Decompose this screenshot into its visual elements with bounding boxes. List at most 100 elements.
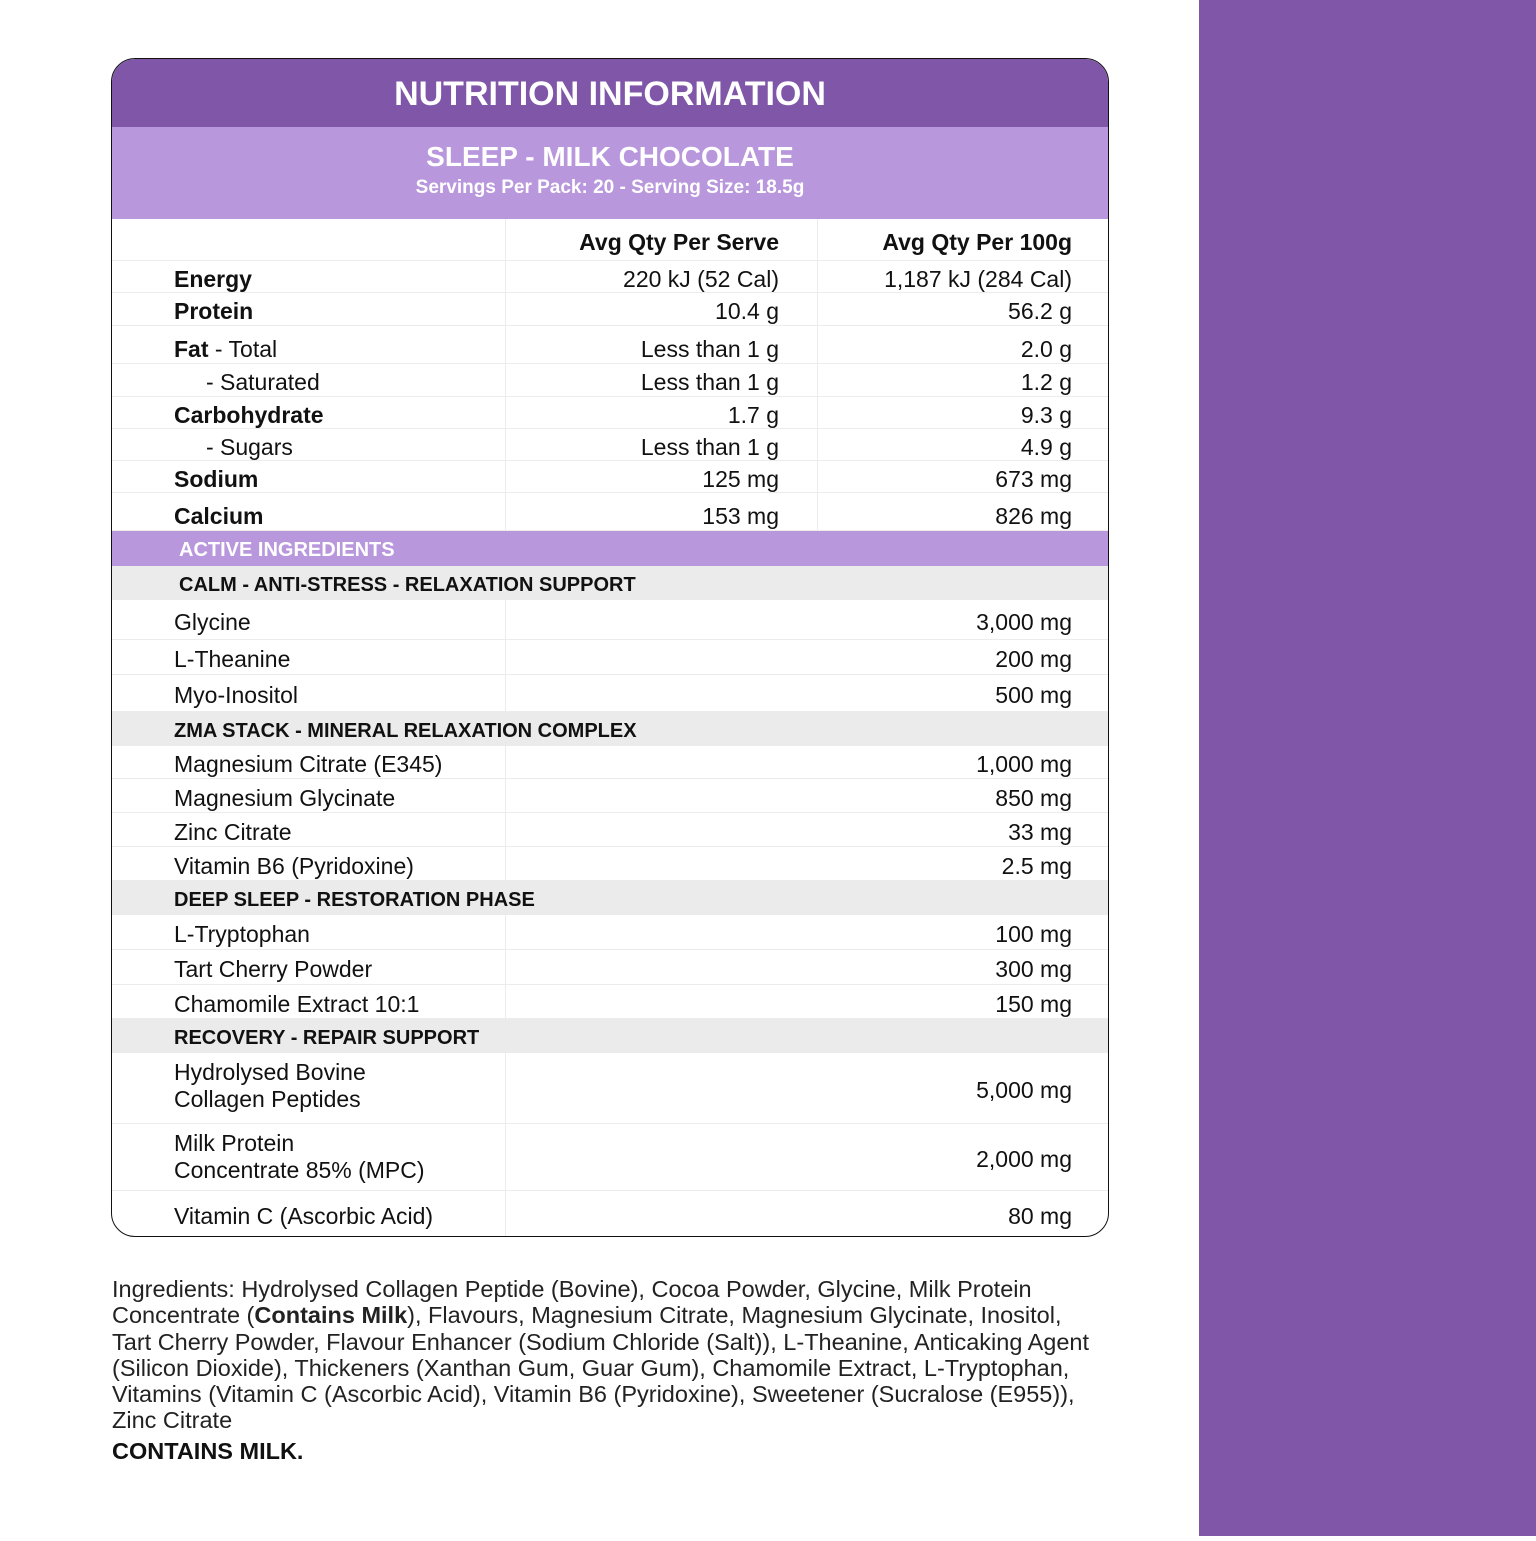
ingredient-row: Hydrolysed Bovine Collagen Peptides 5,000… (112, 1053, 1108, 1124)
ingredients-suffix: ), Flavours, Magnesium Citrate, Magnesiu… (112, 1302, 1090, 1434)
product-name: SLEEP - MILK CHOCOLATE (426, 141, 794, 172)
ingredient-row: L-Theanine 200 mg (112, 640, 1108, 675)
nutrient-name-bold: Carbohydrate (174, 402, 324, 428)
nutrient-row: Calcium 153 mg 826 mg (112, 493, 1108, 531)
nutrient-name-detail: - Sugars (174, 434, 293, 460)
nutrient-row: - Sugars Less than 1 g 4.9 g (112, 429, 1108, 461)
per-100g-value: 1,187 kJ (284 Cal) (884, 266, 1072, 292)
per-100g-value: 9.3 g (1020, 402, 1072, 428)
ingredient-quantity: 3,000 mg (976, 609, 1072, 635)
ingredient-name: Glycine (174, 609, 251, 635)
ingredients-allergen: Contains Milk (254, 1302, 408, 1329)
nutrient-row: Energy 220 kJ (52 Cal) 1,187 kJ (284 Cal) (112, 261, 1108, 293)
column-divider (817, 219, 818, 531)
nutrient-row: - Saturated Less than 1 g 1.2 g (112, 364, 1108, 397)
ingredient-row: Magnesium Glycinate 850 mg (112, 779, 1108, 813)
ingredient-name: Hydrolysed Bovine Collagen Peptides (174, 1059, 366, 1112)
ingredient-quantity: 850 mg (995, 785, 1072, 811)
column-divider (505, 746, 506, 881)
per-100g-value: 826 mg (995, 503, 1072, 529)
nutrient-name-bold: Fat (174, 336, 209, 362)
ingredient-quantity: 500 mg (995, 682, 1072, 708)
nutrient-row: Carbohydrate 1.7 g 9.3 g (112, 397, 1108, 429)
nutrient-name-bold: Protein (174, 298, 254, 324)
column-header-row: Avg Qty Per Serve Avg Qty Per 100g (112, 219, 1108, 261)
per-serve-value: Less than 1 g (640, 336, 779, 362)
nutrient-name-detail: - Saturated (174, 369, 320, 395)
per-serve-value: 1.7 g (727, 402, 779, 428)
per-100g-value: 56.2 g (1008, 298, 1072, 324)
ingredient-quantity: 80 mg (1008, 1203, 1072, 1229)
ingredient-name: L-Theanine (174, 646, 291, 672)
nutrient-name: - Saturated (174, 364, 320, 401)
nutrient-name: Protein (174, 293, 253, 330)
nutrient-name-bold: Calcium (174, 503, 264, 529)
nutrition-panel: NUTRITION INFORMATION SLEEP - MILK CHOCO… (111, 58, 1109, 1237)
nutrient-name: Carbohydrate (174, 397, 324, 433)
column-divider (505, 1053, 506, 1236)
per-100g-value: 673 mg (995, 466, 1072, 492)
ingredient-name: Milk Protein Concentrate 85% (MPC) (174, 1130, 425, 1183)
ingredient-name: Zinc Citrate (174, 819, 292, 845)
ingredient-quantity: 33 mg (1008, 819, 1072, 845)
allergen-statement: CONTAINS MILK. (112, 1438, 304, 1464)
section-header: ZMA STACK - MINERAL RELAXATION COMPLEX (112, 712, 1108, 746)
column-per-serve: Avg Qty Per Serve (579, 229, 779, 255)
ingredient-name: L-Tryptophan (174, 921, 310, 947)
side-flavour-text: MILK CHOCOLATE (0, 0, 988, 43)
ingredient-row: Tart Cherry Powder 300 mg (112, 950, 1108, 985)
nutrient-name: Energy (174, 261, 252, 297)
ingredient-quantity: 1,000 mg (976, 751, 1072, 777)
nutrient-name: Calcium (174, 493, 263, 539)
ingredient-name: Tart Cherry Powder (174, 956, 373, 982)
ingredient-name: Chamomile Extract 10:1 (174, 991, 420, 1017)
nutrient-row: Fat - Total Less than 1 g 2.0 g (112, 326, 1108, 364)
per-100g-value: 2.0 g (1020, 336, 1072, 362)
nutrient-row: Protein 10.4 g 56.2 g (112, 293, 1108, 326)
ingredient-quantity: 300 mg (995, 956, 1072, 982)
panel-title: NUTRITION INFORMATION (112, 59, 1108, 127)
ingredient-row: L-Tryptophan 100 mg (112, 915, 1108, 950)
ingredient-name: Magnesium Citrate (E345) (174, 751, 443, 777)
nutrient-name-bold: Energy (174, 266, 252, 292)
column-divider (505, 219, 506, 531)
section-header: CALM - ANTI-STRESS - RELAXATION SUPPORT (112, 566, 1108, 600)
per-100g-value: 4.9 g (1020, 434, 1072, 460)
ingredient-name: Vitamin B6 (Pyridoxine) (174, 853, 414, 879)
per-serve-value: 220 kJ (52 Cal) (623, 266, 779, 292)
section-header: RECOVERY - REPAIR SUPPORT (112, 1019, 1108, 1053)
ingredients-text: Ingredients: Hydrolysed Collagen Peptide… (112, 1276, 1102, 1434)
ingredient-name: Vitamin C (Ascorbic Acid) (174, 1203, 434, 1229)
section-header: DEEP SLEEP - RESTORATION PHASE (112, 881, 1108, 915)
ingredient-row: Magnesium Citrate (E345) 1,000 mg (112, 746, 1108, 779)
nutrient-name: Sodium (174, 461, 258, 497)
per-100g-value: 1.2 g (1020, 369, 1072, 395)
ingredient-row: Glycine 3,000 mg (112, 600, 1108, 640)
ingredient-quantity: 100 mg (995, 921, 1072, 947)
ingredient-quantity: 2,000 mg (976, 1146, 1072, 1172)
ingredient-name: Myo-Inositol (174, 682, 298, 708)
ingredient-quantity: 200 mg (995, 646, 1072, 672)
ingredient-quantity: 2.5 mg (1001, 853, 1072, 879)
nutrient-name-detail: - Total (208, 336, 278, 362)
product-header: SLEEP - MILK CHOCOLATE Servings Per Pack… (112, 127, 1108, 219)
ingredient-name: Magnesium Glycinate (174, 785, 396, 811)
nutrient-name: Fat - Total (174, 326, 277, 372)
column-divider (505, 915, 506, 1019)
ingredient-row: Milk Protein Concentrate 85% (MPC) 2,000 … (112, 1124, 1108, 1191)
ingredient-quantity: 150 mg (995, 991, 1072, 1017)
per-serve-value: Less than 1 g (640, 434, 779, 460)
per-serve-value: Less than 1 g (640, 369, 779, 395)
ingredient-quantity: 5,000 mg (976, 1077, 1072, 1103)
nutrient-name-bold: Sodium (174, 466, 259, 492)
ingredient-row: Chamomile Extract 10:1 150 mg (112, 985, 1108, 1019)
column-per-100g: Avg Qty Per 100g (882, 229, 1072, 255)
nutrient-name: - Sugars (174, 429, 293, 465)
ingredient-row: Zinc Citrate 33 mg (112, 813, 1108, 847)
active-ingredients-header: ACTIVE INGREDIENTS (112, 531, 1108, 566)
serving-info: Servings Per Pack: 20 - Serving Size: 18… (415, 177, 805, 198)
ingredient-row: Vitamin C (Ascorbic Acid) 80 mg (112, 1191, 1108, 1236)
ingredient-row: Myo-Inositol 500 mg (112, 675, 1108, 712)
nutrient-row: Sodium 125 mg 673 mg (112, 461, 1108, 493)
